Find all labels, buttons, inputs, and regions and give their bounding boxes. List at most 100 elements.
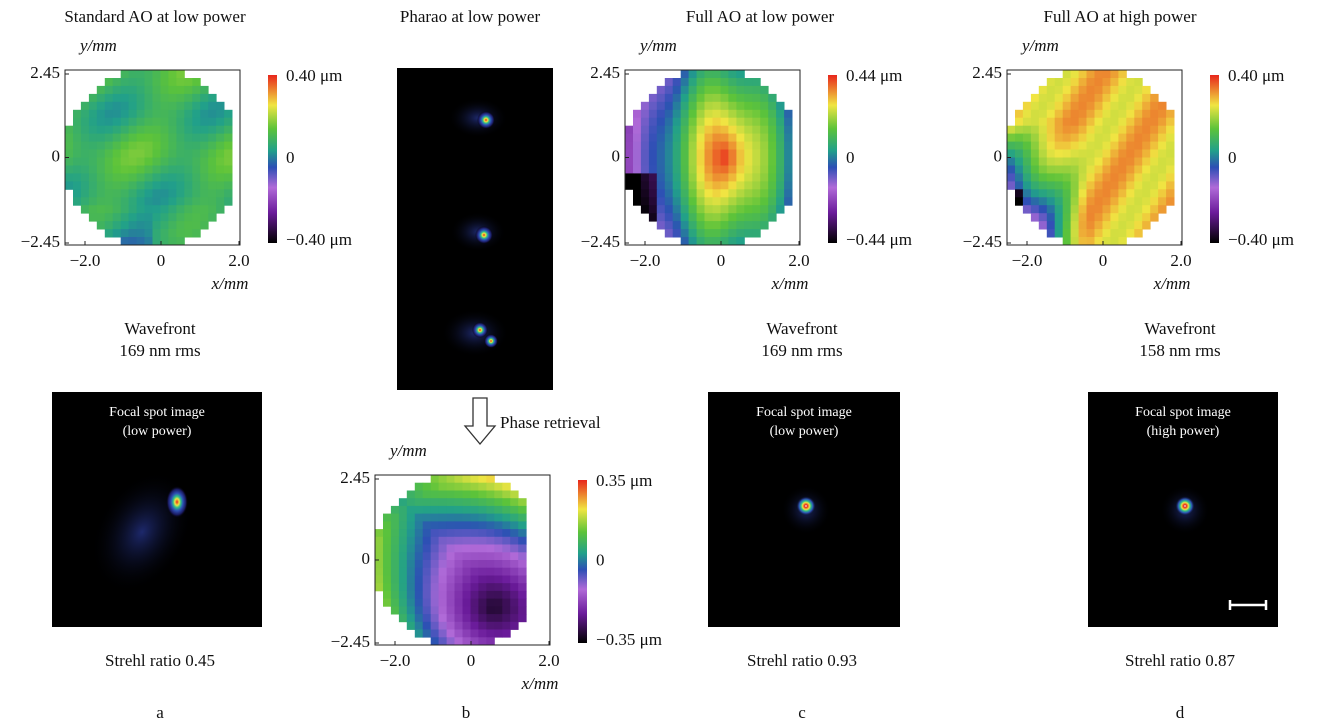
wavefront-cell: [712, 149, 721, 158]
wavefront-cell: [1030, 189, 1040, 198]
wavefront-cell: [1062, 165, 1072, 174]
wavefront-cell: [502, 498, 511, 507]
colorbar-label: −0.35 μm: [596, 630, 662, 649]
wavefront-cell: [640, 173, 650, 182]
wavefront-cell: [1054, 117, 1064, 127]
wavefront-cell: [1102, 78, 1111, 87]
wavefront-cell: [1118, 157, 1127, 166]
wavefront-cell: [1078, 165, 1087, 174]
wavefront-cell: [422, 621, 432, 630]
wavefront-cell: [502, 560, 511, 569]
wavefront-cell: [664, 165, 674, 174]
wavefront-cell: [768, 157, 777, 166]
wavefront-cell: [1102, 93, 1111, 103]
wavefront-cell: [104, 173, 114, 182]
wavefront-cell: [454, 529, 463, 538]
wavefront-cell: [128, 109, 137, 119]
wavefront-cell: [128, 237, 137, 246]
wavefront-cell: [96, 197, 106, 206]
wavefront-cell: [184, 85, 193, 95]
wavefront-cell: [656, 93, 666, 103]
wavefront-cell: [478, 575, 487, 584]
x-tick-label: 2.0: [1170, 251, 1191, 270]
wavefront-cell: [1078, 157, 1087, 166]
wavefront-cell: [446, 544, 455, 553]
wavefront-cell: [502, 598, 511, 607]
wavefront-cell: [1038, 205, 1048, 214]
x-tick-label: 0: [717, 251, 726, 270]
wavefront-cell: [486, 475, 495, 484]
wavefront-cell: [1078, 197, 1087, 206]
wavefront-cell: [1142, 93, 1151, 103]
wavefront-cell: [494, 544, 503, 553]
wavefront-cell: [446, 482, 455, 491]
wavefront-cell: [1070, 78, 1079, 87]
wavefront-cell: [470, 614, 479, 623]
wavefront-cell: [1078, 229, 1087, 238]
wavefront-cell: [224, 117, 233, 127]
wavefront-cell: [1118, 93, 1127, 103]
wavefront-cell: [430, 536, 440, 545]
wavefront-cell: [1158, 197, 1167, 206]
wavefront-cell: [414, 513, 424, 522]
wavefront-cell: [176, 197, 185, 206]
wavefront-cell: [502, 482, 511, 491]
wavefront-cell: [176, 173, 185, 182]
wavefront-cell: [406, 606, 416, 615]
wavefront-cell: [462, 513, 471, 522]
wavefront-cell: [1134, 165, 1143, 174]
wavefront-cell: [1166, 109, 1175, 119]
wavefront-cell: [1134, 221, 1143, 230]
wavefront-cell: [1118, 101, 1127, 111]
wavefront-cell: [176, 213, 185, 222]
wavefront-cell: [1062, 221, 1072, 230]
wavefront-cell: [1078, 93, 1087, 103]
wavefront-cell: [88, 141, 98, 150]
wavefront-cell: [1158, 157, 1167, 166]
wavefront-cell: [760, 93, 769, 103]
wavefront-cell: [704, 93, 713, 103]
wavefront-cell: [104, 165, 114, 174]
wavefront-cell: [1070, 221, 1079, 230]
wavefront-cell: [73, 125, 82, 135]
wavefront-cell: [478, 529, 487, 538]
wavefront-cell: [446, 475, 455, 484]
wavefront-cell: [1110, 221, 1119, 230]
wavefront-cell: [478, 513, 487, 522]
wavefront-cell: [664, 173, 674, 182]
arrow-label: Phase retrieval: [500, 413, 601, 432]
wavefront-cell: [128, 133, 137, 142]
wavefront-cell: [80, 109, 90, 119]
wavefront-cell: [760, 109, 769, 119]
wavefront-cell: [1054, 85, 1064, 95]
wavefront-cell: [136, 205, 145, 214]
wavefront-cell: [1102, 141, 1111, 150]
wavefront-cell: [712, 229, 721, 238]
wavefront-cell: [1166, 149, 1175, 158]
wavefront-cell: [776, 101, 785, 111]
wavefront-cell: [152, 157, 161, 166]
wavefront-cell: [656, 117, 666, 127]
wavefront-cell: [728, 149, 737, 158]
wavefront-cell: [1046, 189, 1056, 198]
wavefront-cell: [430, 490, 440, 499]
wavefront-cell: [1046, 181, 1056, 190]
wavefront-cell: [1102, 173, 1111, 182]
wavefront-cell: [152, 221, 161, 230]
wavefront-cell: [1015, 109, 1024, 119]
wavefront-cell: [768, 93, 777, 103]
wavefront-cell: [744, 189, 753, 198]
wavefront-cell: [1054, 141, 1064, 150]
wavefront-cell: [208, 117, 217, 127]
wavefront-cell: [518, 552, 527, 561]
wavefront-cell: [672, 229, 682, 238]
wavefront-cell: [1086, 101, 1095, 111]
wavefront-cell: [784, 125, 793, 135]
wavefront-cell: [128, 205, 137, 214]
wavefront-cell: [144, 133, 153, 142]
wavefront-cell: [1070, 149, 1079, 158]
wavefront-cell: [406, 536, 416, 545]
wavefront-cell: [104, 117, 114, 127]
wavefront-cell: [462, 552, 471, 561]
wavefront-cell: [470, 637, 479, 646]
